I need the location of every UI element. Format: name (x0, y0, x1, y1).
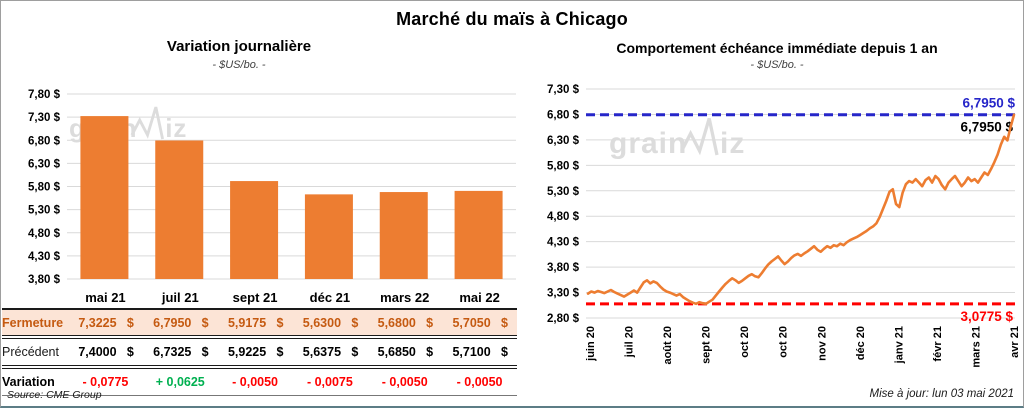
table-row-close: Fermeture 7,3225 $6,7950 $5,9175 $5,6300 $5,6… (2, 309, 517, 339)
x-axis-tick-label: juil 20 (624, 326, 636, 358)
y-axis-tick-label: 4,30 $ (547, 237, 580, 249)
table-cell: 5,6300 $ (292, 309, 368, 339)
contract-column-header: juil 21 (142, 287, 218, 310)
reference-label: 6,7950 $ (962, 96, 1015, 111)
svg-text:grain: grain (609, 127, 687, 160)
x-axis-tick-label: mars 21 (970, 326, 982, 368)
contract-column-header: mai 22 (442, 287, 517, 310)
update-note: Mise à jour: lun 03 mai 2021 (869, 388, 1014, 400)
daily-variation-unit: - $US/bo. - (212, 59, 266, 71)
table-cell: - 0,0050 (367, 367, 443, 396)
row-label: Variation (2, 367, 69, 396)
table-cell: 5,6375 $ (292, 337, 368, 369)
source-note: Source: CME Group (7, 389, 102, 401)
table-cell: 5,9175 $ (217, 309, 293, 339)
bar-mai-22 (454, 190, 503, 279)
row-label: Fermeture (2, 309, 69, 339)
table-cell: 6,7325 $ (142, 337, 218, 369)
y-axis-tick-label: 6,30 $ (28, 158, 61, 170)
contract-column-header: sept 21 (217, 287, 293, 310)
table-cell: 5,7100 $ (442, 337, 517, 369)
x-axis-tick-label: janv 21 (893, 326, 905, 364)
reference-label: 6,7950 $ (960, 120, 1013, 135)
table-cell: 5,7050 $ (442, 309, 517, 339)
table-cell: 7,3225 $ (68, 309, 143, 339)
y-axis-tick-label: 6,80 $ (547, 109, 580, 121)
bar-mai-21 (80, 116, 129, 279)
x-axis-tick-label: déc 20 (855, 326, 867, 360)
y-axis-tick-label: 4,30 $ (28, 251, 61, 263)
y-axis-tick-label: 3,30 $ (547, 288, 580, 300)
bar-juil-21 (155, 140, 204, 279)
daily-variation-bar-chart: 7,80 $ 7,30 $ 6,80 $ 6,30 $ 5,80 $ 5,30 $ 4,80… (28, 89, 516, 286)
bar-déc-21 (304, 194, 353, 279)
table-row-previous: Précédent 7,4000 $6,7325 $5,9225 $5,6375 $5,6… (2, 337, 517, 369)
front-month-title: Comportement échéance immédiate depuis 1… (616, 40, 938, 56)
y-axis-tick-label: 2,80 $ (547, 313, 580, 325)
y-axis-tick-label: 3,80 $ (28, 274, 61, 286)
y-axis-tick-label: 5,80 $ (547, 160, 580, 172)
table-cell: - 0,0775 (68, 367, 143, 396)
reference-label: 3,0775 $ (960, 309, 1013, 324)
contract-column-header: mai 21 (68, 287, 143, 310)
y-axis-tick-label: 7,30 $ (547, 84, 580, 96)
table-cell: + 0,0625 (142, 367, 218, 396)
table-cell: - 0,0050 (442, 367, 517, 396)
contract-column-header: déc 21 (292, 287, 368, 310)
table-cell: 5,9225 $ (217, 337, 293, 369)
table-row-variation: Variation - 0,0775 + 0,0625- 0,0050- 0,007… (2, 367, 517, 396)
x-axis-tick-label: juin 20 (585, 326, 597, 362)
y-axis-tick-label: 6,80 $ (28, 135, 61, 147)
y-axis-tick-label: 5,80 $ (28, 182, 61, 194)
table-corner (2, 287, 69, 310)
y-axis-tick-label: 3,80 $ (547, 262, 580, 274)
svg-text:iz: iz (165, 113, 187, 143)
y-axis-tick-label: 5,30 $ (28, 205, 61, 217)
x-axis-tick-label: nov 20 (816, 326, 828, 361)
x-axis-tick-label: août 20 (662, 326, 674, 365)
x-axis-tick-label: oct 20 (778, 326, 790, 358)
table-cell: 6,7950 $ (142, 309, 218, 339)
x-axis-tick-label: oct 20 (739, 326, 751, 358)
x-axis-tick-label: févr 21 (932, 326, 944, 361)
y-axis-tick-label: 7,80 $ (28, 89, 61, 101)
price-line (586, 113, 1016, 306)
front-month-line-chart: 7,30 $ 6,80 $ 6,30 $ 5,80 $ 5,30 $ 4,80 $ 4,30… (547, 84, 1021, 368)
x-axis-tick-label: sept 20 (701, 326, 713, 364)
daily-variation-title: Variation journalière (166, 38, 312, 55)
page-title: Marché du maïs à Chicago (396, 9, 628, 29)
x-axis-tick-label: avr 21 (1009, 326, 1021, 358)
bar-mars-22 (379, 192, 428, 279)
row-label: Précédent (2, 337, 69, 369)
table-cell: 7,4000 $ (68, 337, 143, 369)
contract-quotes-table: mai 21 juil 21 sept 21 déc 21 mars 22 mai 22 F… (2, 287, 517, 396)
contract-column-header: mars 22 (367, 287, 443, 310)
svg-text:iz: iz (720, 127, 745, 160)
y-axis-tick-label: 4,80 $ (28, 228, 61, 240)
y-axis-tick-label: 7,30 $ (28, 112, 61, 124)
front-month-unit: - $US/bo. - (750, 59, 804, 71)
table-cell: 5,6800 $ (367, 309, 443, 339)
table-cell: 5,6850 $ (367, 337, 443, 369)
y-axis-tick-label: 6,30 $ (547, 135, 580, 147)
table-cell: - 0,0075 (292, 367, 368, 396)
bar-sept-21 (230, 181, 279, 279)
table-cell: - 0,0050 (217, 367, 293, 396)
y-axis-tick-label: 5,30 $ (547, 186, 580, 198)
y-axis-tick-label: 4,80 $ (547, 211, 580, 223)
